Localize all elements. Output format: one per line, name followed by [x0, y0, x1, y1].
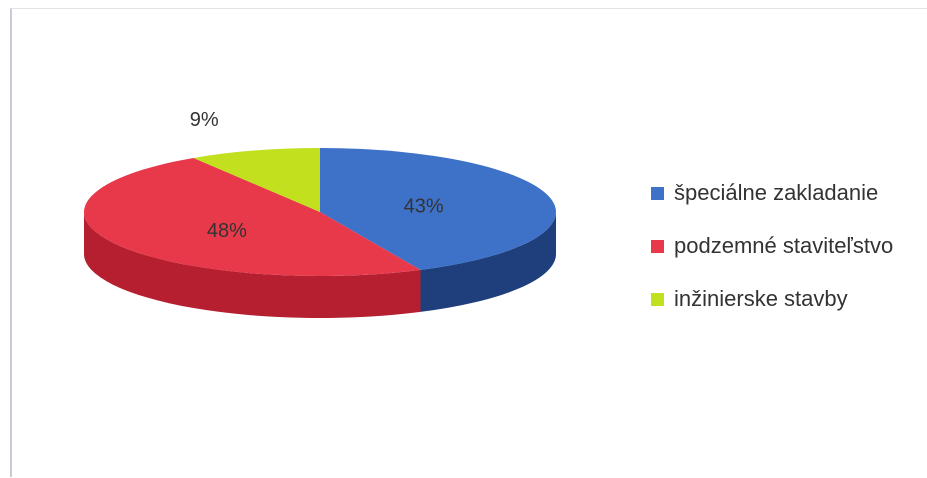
legend-item-inzinierske-stavby: inžinierske stavby: [651, 286, 893, 312]
pie-slice-2: [193, 148, 320, 212]
pie-side-1: [84, 212, 421, 318]
legend-swatch: [651, 186, 664, 200]
legend: špeciálne zakladanie podzemné staviteľst…: [651, 180, 893, 339]
legend-item-specialne-zakladanie: špeciálne zakladanie: [651, 180, 893, 206]
legend-label: špeciálne zakladanie: [674, 180, 879, 205]
pie-sides: [84, 212, 556, 318]
legend-label: inžinierske stavby: [674, 286, 848, 311]
legend-swatch: [651, 292, 664, 306]
legend-item-podzemne-stavitelstvo: podzemné staviteľstvo: [651, 233, 893, 259]
pie-data-label-2: 9%: [190, 109, 219, 131]
pie-data-label-1: 48%: [207, 220, 247, 242]
pie-side-0: [420, 212, 556, 312]
legend-swatch: [651, 239, 664, 253]
legend-label: podzemné staviteľstvo: [674, 233, 894, 258]
pie-data-labels: 43% 48% 9%: [190, 109, 444, 242]
pie-slice-1: [83, 157, 421, 276]
pie-slice-0: [320, 148, 556, 270]
pie-data-label-0: 43%: [404, 195, 444, 217]
pie-tops: [83, 148, 556, 276]
